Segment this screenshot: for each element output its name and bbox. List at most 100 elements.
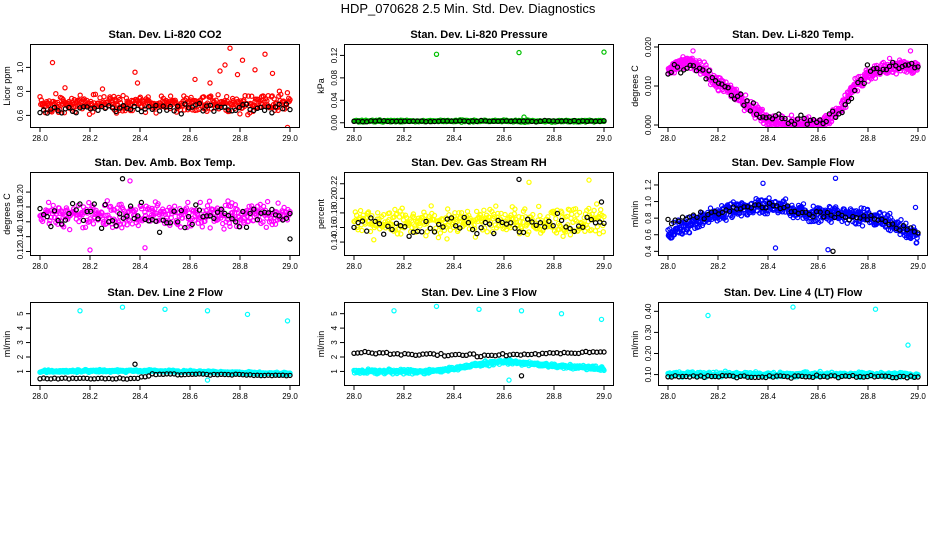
point xyxy=(49,109,55,115)
point xyxy=(728,92,735,99)
point xyxy=(858,210,864,216)
chart-title: Stan. Dev. Line 4 (LT) Flow xyxy=(724,287,863,299)
point xyxy=(87,247,93,253)
chart-title: Stan. Dev. Amb. Box Temp. xyxy=(95,157,236,169)
point xyxy=(886,63,893,70)
point xyxy=(824,209,831,216)
point xyxy=(518,225,525,231)
y-tick-label: 0.20 xyxy=(16,184,25,200)
series-primary xyxy=(665,304,921,381)
point xyxy=(222,202,229,209)
point xyxy=(567,225,573,232)
point xyxy=(839,109,845,116)
point xyxy=(66,210,72,217)
point xyxy=(104,198,111,204)
point xyxy=(684,65,690,71)
point xyxy=(554,210,561,217)
y-tick-label: 3 xyxy=(330,340,339,345)
point xyxy=(828,118,835,125)
point xyxy=(135,213,141,219)
chart-title: Stan. Dev. Gas Stream RH xyxy=(411,157,547,169)
point xyxy=(720,78,726,84)
point xyxy=(272,104,279,110)
data-points xyxy=(665,304,921,381)
point xyxy=(512,216,519,222)
point xyxy=(594,201,600,207)
point xyxy=(410,211,417,217)
x-tick-label: 28.8 xyxy=(546,134,562,143)
point xyxy=(242,92,248,99)
x-tick-label: 28.8 xyxy=(232,262,248,271)
plot-frame xyxy=(658,44,928,128)
point xyxy=(912,204,919,211)
y-tick-label: 4 xyxy=(330,325,339,330)
point xyxy=(668,69,674,76)
point xyxy=(897,227,903,233)
point xyxy=(546,218,552,224)
point xyxy=(99,210,105,216)
point xyxy=(197,199,203,206)
point xyxy=(102,201,108,208)
x-tick-label: 28.4 xyxy=(446,134,462,143)
point xyxy=(748,205,755,211)
y-tick-label: 4 xyxy=(16,325,25,330)
point xyxy=(87,208,94,215)
point xyxy=(826,111,833,117)
point xyxy=(40,107,47,113)
point xyxy=(351,224,357,231)
point xyxy=(558,217,565,224)
point xyxy=(738,91,744,97)
point xyxy=(48,223,54,230)
y-tick-label: 0.020 xyxy=(644,36,653,57)
point xyxy=(271,96,277,102)
point xyxy=(810,203,817,209)
point xyxy=(457,225,463,231)
point xyxy=(519,214,525,221)
point xyxy=(45,199,52,206)
point xyxy=(821,214,827,220)
point xyxy=(518,308,525,314)
point xyxy=(872,306,879,312)
point xyxy=(124,222,130,228)
point xyxy=(493,203,499,209)
y-tick-label: 0.22 xyxy=(330,175,339,191)
y-tick-label: 0.16 xyxy=(16,213,25,229)
point xyxy=(518,373,525,379)
x-tick-label: 28.0 xyxy=(660,262,676,271)
point xyxy=(586,205,592,212)
point xyxy=(674,64,681,70)
x-tick-label: 28.6 xyxy=(810,262,826,271)
point xyxy=(419,229,425,235)
point xyxy=(406,233,412,239)
point xyxy=(560,233,566,239)
point xyxy=(260,219,266,225)
point xyxy=(376,220,383,227)
point xyxy=(832,175,839,181)
point xyxy=(542,224,548,230)
point xyxy=(269,70,276,77)
point xyxy=(123,95,130,101)
point xyxy=(208,93,214,99)
point xyxy=(715,80,722,86)
y-tick-label: 2 xyxy=(16,354,25,359)
point xyxy=(471,222,477,228)
x-tick-label: 28.4 xyxy=(446,392,462,401)
point xyxy=(725,84,731,91)
data-points xyxy=(665,175,921,254)
point xyxy=(752,202,758,208)
point xyxy=(142,209,148,215)
data-points xyxy=(37,304,293,383)
point xyxy=(843,104,849,110)
point xyxy=(116,211,123,217)
point xyxy=(598,206,604,213)
point xyxy=(51,104,58,111)
point xyxy=(181,107,188,113)
plot-frame xyxy=(658,172,928,256)
point xyxy=(364,228,370,234)
point xyxy=(800,201,807,207)
point xyxy=(563,229,569,235)
point xyxy=(495,210,501,217)
